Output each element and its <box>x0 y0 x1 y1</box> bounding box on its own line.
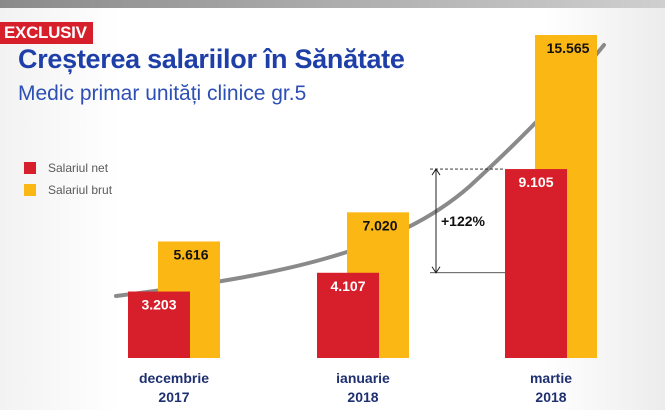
legend-label-brut: Salariul brut <box>48 183 113 197</box>
legend-item-net: Salariul net <box>24 157 112 179</box>
bar-net-2 <box>505 169 567 358</box>
exclusiv-badge: EXCLUSIV <box>0 22 93 44</box>
legend-item-brut: Salariul brut <box>24 179 112 201</box>
legend: Salariul net Salariul brut <box>24 157 112 201</box>
label-brut-0: 5.616 <box>173 246 208 262</box>
category-year-0: 2017 <box>158 389 189 405</box>
legend-swatch-net <box>24 162 36 174</box>
category-year-2: 2018 <box>535 389 566 405</box>
bar-net-1 <box>317 272 379 358</box>
label-net-0: 3.203 <box>141 297 176 313</box>
chart-subtitle: Medic primar unități clinice gr.5 <box>18 82 307 105</box>
legend-label-net: Salariul net <box>48 161 109 175</box>
legend-swatch-brut <box>24 184 36 196</box>
label-net-1: 4.107 <box>330 278 365 294</box>
category-label-0: decembrie <box>139 370 209 386</box>
growth-annotation <box>430 168 505 274</box>
label-brut-2: 15.565 <box>547 40 590 56</box>
label-net-2: 9.105 <box>518 174 553 190</box>
top-strip <box>0 0 665 8</box>
chart-title: Creșterea salariilor în Sănătate <box>18 44 405 74</box>
label-brut-1: 7.020 <box>362 217 397 233</box>
growth-annotation-label: +122% <box>441 213 486 229</box>
category-label-2: martie <box>530 370 572 386</box>
category-year-1: 2018 <box>347 389 378 405</box>
category-label-1: ianuarie <box>336 370 390 386</box>
bar-net-0 <box>128 291 190 358</box>
